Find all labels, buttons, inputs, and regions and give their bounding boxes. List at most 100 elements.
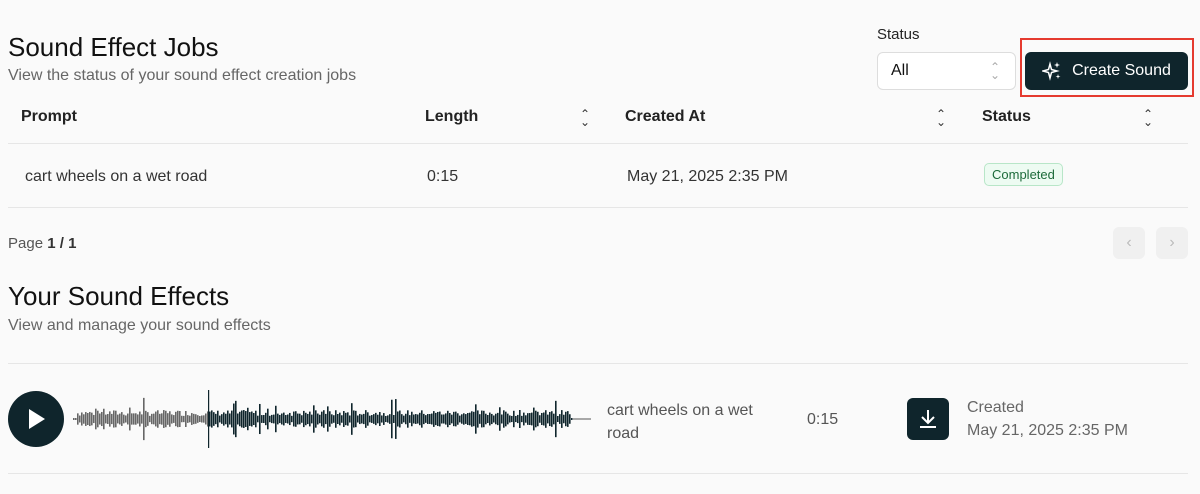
divider	[8, 207, 1188, 208]
play-button[interactable]	[8, 391, 64, 447]
waveform-bar	[193, 413, 195, 425]
status-filter-select[interactable]: All ⌃ ⌄	[877, 52, 1016, 90]
waveform-bar	[415, 414, 417, 424]
chevron-left-icon: ‹	[1126, 234, 1132, 251]
waveform-bar	[359, 413, 361, 425]
effects-subtitle: View and manage your sound effects	[8, 317, 271, 334]
waveform-bar	[259, 403, 261, 435]
waveform-bar	[261, 415, 263, 423]
waveform-bar	[123, 414, 125, 424]
pagination-info: Page 1 / 1	[8, 235, 76, 252]
waveform-bar	[147, 412, 149, 426]
waveform-bar	[171, 414, 173, 424]
waveform-bar	[197, 415, 199, 423]
sort-status-icon[interactable]: ⌃ ⌄	[1142, 107, 1154, 129]
waveform-bar	[219, 415, 221, 423]
waveform-bar	[117, 414, 119, 424]
create-sound-button[interactable]: Create Sound	[1025, 52, 1188, 90]
column-header-status[interactable]: Status	[982, 108, 1031, 125]
waveform-bar	[313, 405, 315, 433]
previous-page-button[interactable]: ‹	[1113, 227, 1145, 259]
waveform-bar	[571, 418, 573, 420]
download-button[interactable]	[907, 398, 949, 440]
waveform-bar	[553, 413, 555, 425]
waveform-bar	[535, 410, 537, 428]
waveform-bar	[479, 414, 481, 424]
waveform-bar	[335, 410, 337, 428]
waveform-bar	[279, 414, 281, 424]
sparkles-icon	[1042, 61, 1061, 81]
waveform-bar	[537, 411, 539, 427]
status-filter-label: Status	[877, 26, 920, 43]
waveform-bar	[95, 408, 97, 430]
waveform-bar	[311, 414, 313, 424]
waveform-bar	[425, 415, 427, 423]
waveform-bar	[517, 414, 519, 424]
column-header-prompt[interactable]: Prompt	[21, 108, 77, 125]
divider	[8, 363, 1188, 364]
waveform-bar	[327, 406, 329, 432]
waveform-bar	[255, 410, 257, 428]
waveform-bar	[221, 414, 223, 424]
waveform-bar	[443, 414, 445, 424]
waveform-bar	[291, 415, 293, 423]
waveform-bar	[365, 410, 367, 428]
column-header-created-at[interactable]: Created At	[625, 108, 706, 125]
waveform-bar	[307, 413, 309, 425]
waveform-bar	[489, 412, 491, 426]
waveform-bar	[559, 414, 561, 424]
sort-length-icon[interactable]: ⌃ ⌄	[579, 107, 591, 129]
waveform-bar	[525, 415, 527, 423]
page-number: 1 / 1	[47, 235, 77, 252]
playhead-cursor[interactable]	[208, 390, 210, 448]
waveform-bar	[509, 415, 511, 423]
waveform-bar	[245, 411, 247, 427]
waveform-bar	[81, 412, 83, 426]
waveform-bar	[421, 410, 423, 428]
waveform-scrubber[interactable]	[73, 390, 591, 448]
waveform-bar	[449, 413, 451, 425]
waveform-bar	[77, 413, 79, 425]
waveform-bar	[357, 415, 359, 423]
waveform-bar	[189, 415, 191, 423]
waveform-bar	[331, 414, 333, 424]
waveform-bar	[475, 404, 477, 434]
waveform-bar	[173, 415, 175, 423]
chevron-right-icon: ›	[1169, 234, 1175, 251]
waveform-bar	[115, 410, 117, 428]
waveform-bar	[283, 412, 285, 426]
waveform-bar	[461, 414, 463, 424]
waveform-bar	[567, 411, 569, 427]
waveform-bar	[93, 414, 95, 424]
sort-created-at-icon[interactable]: ⌃ ⌄	[935, 107, 947, 129]
waveform-bar	[235, 400, 237, 438]
waveform-bar	[543, 412, 545, 426]
waveform-bar	[513, 410, 515, 428]
waveform-bar	[531, 412, 533, 426]
waveform-bar	[167, 413, 169, 425]
page-label: Page	[8, 235, 44, 252]
waveform-bar	[511, 415, 513, 423]
waveform-bar	[169, 411, 171, 427]
waveform-bar	[519, 410, 521, 428]
waveform-bar	[471, 411, 473, 427]
waveform-bar	[375, 412, 377, 426]
waveform-bar	[533, 407, 535, 431]
effects-title: Your Sound Effects	[8, 281, 230, 311]
next-page-button[interactable]: ›	[1156, 227, 1188, 259]
effect-created-at: May 21, 2025 2:35 PM	[967, 422, 1128, 439]
waveform-bar	[111, 413, 113, 425]
job-length: 0:15	[427, 168, 459, 185]
column-header-length[interactable]: Length	[425, 108, 479, 125]
waveform-bar	[387, 415, 389, 423]
waveform-bar	[243, 410, 245, 428]
waveform-bar	[209, 411, 211, 427]
waveform-bar	[315, 410, 317, 428]
job-prompt: cart wheels on a wet road	[25, 168, 208, 185]
waveform-bar	[371, 415, 373, 423]
status-filter-value: All	[891, 62, 909, 79]
waveform-bar	[113, 410, 115, 428]
waveform-bar	[431, 413, 433, 425]
waveform-bar	[75, 418, 77, 420]
waveform-bar	[381, 415, 383, 423]
